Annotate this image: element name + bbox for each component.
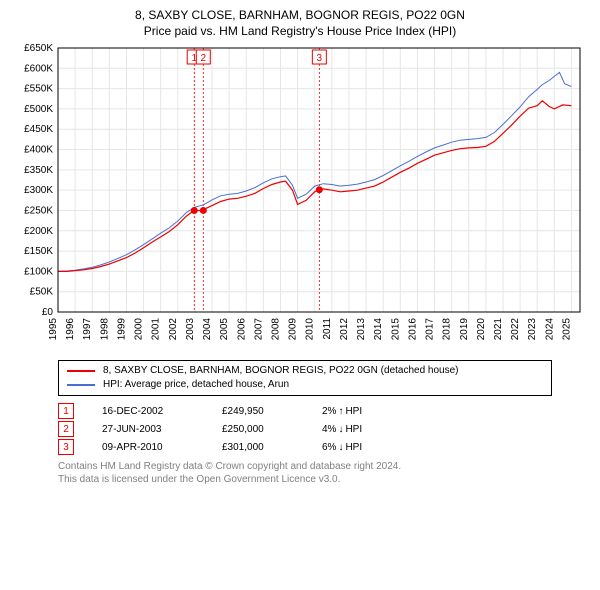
arrow-icon: ↓: [338, 424, 343, 435]
x-axis-label: 2013: [356, 318, 367, 341]
chart-marker-badge: 3: [317, 53, 323, 64]
x-axis-label: 2000: [134, 318, 145, 341]
x-axis-label: 2007: [253, 318, 264, 341]
sale-badge: 1: [58, 403, 74, 419]
y-axis-label: £0: [42, 307, 54, 318]
sale-diff: 6% ↓ HPI: [322, 442, 362, 453]
x-axis-label: 1998: [99, 318, 110, 341]
x-axis-label: 2012: [339, 318, 350, 341]
y-axis-label: £150K: [24, 246, 53, 257]
x-axis-label: 2021: [493, 318, 504, 341]
legend-label: 8, SAXBY CLOSE, BARNHAM, BOGNOR REGIS, P…: [103, 364, 459, 378]
y-axis-label: £600K: [24, 63, 53, 74]
sale-row: 1 16-DEC-2002£249,9502% ↑ HPI: [58, 402, 552, 420]
x-axis-label: 2011: [322, 318, 333, 340]
legend-label: HPI: Average price, detached house, Arun: [103, 378, 289, 392]
legend-item: HPI: Average price, detached house, Arun: [67, 378, 543, 392]
x-axis-label: 1995: [48, 318, 59, 341]
x-axis-label: 2006: [236, 318, 247, 341]
sale-row: 3 09-APR-2010£301,0006% ↓ HPI: [58, 438, 552, 456]
legend: 8, SAXBY CLOSE, BARNHAM, BOGNOR REGIS, P…: [58, 360, 552, 396]
footnote-line-1: Contains HM Land Registry data © Crown c…: [58, 460, 552, 473]
sale-price: £301,000: [222, 442, 322, 453]
arrow-icon: ↓: [338, 442, 343, 453]
x-axis-label: 2003: [185, 318, 196, 341]
x-axis-label: 2017: [425, 318, 436, 341]
x-axis-label: 2004: [202, 318, 213, 341]
sale-price: £250,000: [222, 424, 322, 435]
y-axis-label: £550K: [24, 84, 53, 95]
y-axis-label: £100K: [24, 266, 53, 277]
chart-marker-badge: 2: [201, 53, 207, 64]
x-axis-label: 2005: [219, 318, 230, 341]
sale-row: 2 27-JUN-2003£250,0004% ↓ HPI: [58, 420, 552, 438]
x-axis-label: 2016: [407, 318, 418, 341]
footnote: Contains HM Land Registry data © Crown c…: [58, 460, 552, 486]
legend-swatch: [67, 370, 95, 372]
sale-diff: 2% ↑ HPI: [322, 406, 362, 417]
y-axis-label: £200K: [24, 226, 53, 237]
x-axis-label: 1999: [116, 318, 127, 341]
legend-swatch: [67, 384, 95, 386]
title-line-1: 8, SAXBY CLOSE, BARNHAM, BOGNOR REGIS, P…: [10, 8, 590, 22]
footnote-line-2: This data is licensed under the Open Gov…: [58, 473, 552, 486]
x-axis-label: 2022: [510, 318, 521, 341]
sale-date: 27-JUN-2003: [102, 424, 222, 435]
y-axis-label: £350K: [24, 165, 53, 176]
x-axis-label: 1997: [82, 318, 93, 341]
x-axis-label: 2008: [270, 318, 281, 341]
x-axis-label: 2019: [459, 318, 470, 341]
sale-date: 09-APR-2010: [102, 442, 222, 453]
x-axis-label: 2024: [544, 318, 555, 341]
y-axis-label: £650K: [24, 44, 53, 54]
x-axis-label: 2009: [288, 318, 299, 341]
y-axis-label: £450K: [24, 124, 53, 135]
y-axis-label: £50K: [30, 287, 54, 298]
x-axis-label: 2002: [168, 318, 179, 341]
x-axis-label: 2023: [527, 318, 538, 341]
sale-date: 16-DEC-2002: [102, 406, 222, 417]
sale-price: £249,950: [222, 406, 322, 417]
y-axis-label: £250K: [24, 205, 53, 216]
sale-badge: 2: [58, 421, 74, 437]
x-axis-label: 2018: [442, 318, 453, 341]
x-axis-label: 2020: [476, 318, 487, 341]
sale-badge: 3: [58, 439, 74, 455]
legend-item: 8, SAXBY CLOSE, BARNHAM, BOGNOR REGIS, P…: [67, 364, 543, 378]
price-chart: £0 £50K £100K £150K £200K £250K £300K £350K £400…: [10, 44, 590, 354]
y-axis-label: £400K: [24, 145, 53, 156]
y-axis-label: £300K: [24, 185, 53, 196]
x-axis-label: 2015: [390, 318, 401, 341]
x-axis-label: 2025: [561, 318, 572, 341]
x-axis-label: 1996: [65, 318, 76, 341]
title-line-2: Price paid vs. HM Land Registry's House …: [10, 24, 590, 38]
sale-diff: 4% ↓ HPI: [322, 424, 362, 435]
x-axis-label: 2001: [151, 318, 162, 341]
sales-table: 1 16-DEC-2002£249,9502% ↑ HPI 2 27-JUN-2003…: [58, 402, 552, 456]
y-axis-label: £500K: [24, 104, 53, 115]
arrow-icon: ↑: [338, 406, 343, 417]
x-axis-label: 2014: [373, 318, 384, 341]
x-axis-label: 2010: [305, 318, 316, 341]
